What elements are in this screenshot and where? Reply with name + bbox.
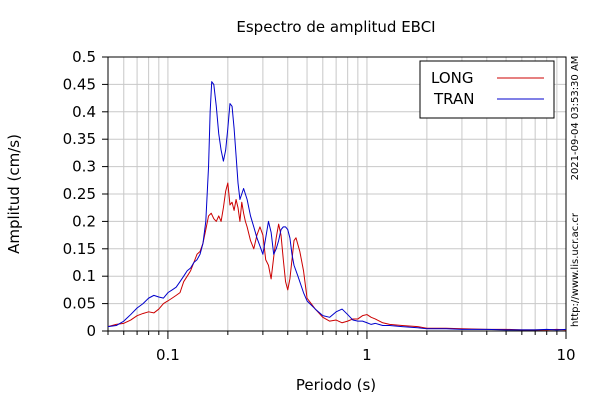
y-tick-label: 0.25 xyxy=(63,185,96,203)
y-tick-label: 0.2 xyxy=(72,212,96,230)
series-line-tran xyxy=(107,81,567,331)
y-tick-label: 0.45 xyxy=(63,75,96,93)
x-tick-label: 1 xyxy=(362,346,372,364)
x-axis-title: Periodo (s) xyxy=(296,376,376,394)
y-tick-label: 0.1 xyxy=(72,267,96,285)
y-tick-label: 0.35 xyxy=(63,130,96,148)
x-tick-label: 0.1 xyxy=(156,346,180,364)
y-tick-label: 0.15 xyxy=(63,240,96,258)
y-axis-title: Amplitud (cm/s) xyxy=(5,134,23,254)
series-line-long xyxy=(107,182,567,331)
legend-box xyxy=(419,60,555,119)
legend-label-long: LONG xyxy=(431,69,473,87)
series-lines xyxy=(107,81,567,331)
legend: LONG TRAN xyxy=(419,60,555,119)
legend-label-tran: TRAN xyxy=(433,90,474,108)
y-tick-label: 0.5 xyxy=(72,48,96,66)
y-tick-label: 0.4 xyxy=(72,103,96,121)
x-tick-label: 10 xyxy=(556,346,575,364)
y-tick-label: 0 xyxy=(86,322,96,340)
chart-title: Espectro de amplitud EBCI xyxy=(236,18,435,36)
axis-ticks: 0 0.05 0.1 0.15 0.2 0.25 0.3 0.35 0.4 0.45 0.5 0.1 1… xyxy=(63,48,576,364)
source-url-label: http://www.lis.ucr.ac.cr xyxy=(570,212,581,327)
timestamp-label: 2021-09-04 03:53:30 AM xyxy=(570,56,581,181)
y-tick-label: 0.05 xyxy=(63,295,96,313)
y-tick-label: 0.3 xyxy=(72,158,96,176)
